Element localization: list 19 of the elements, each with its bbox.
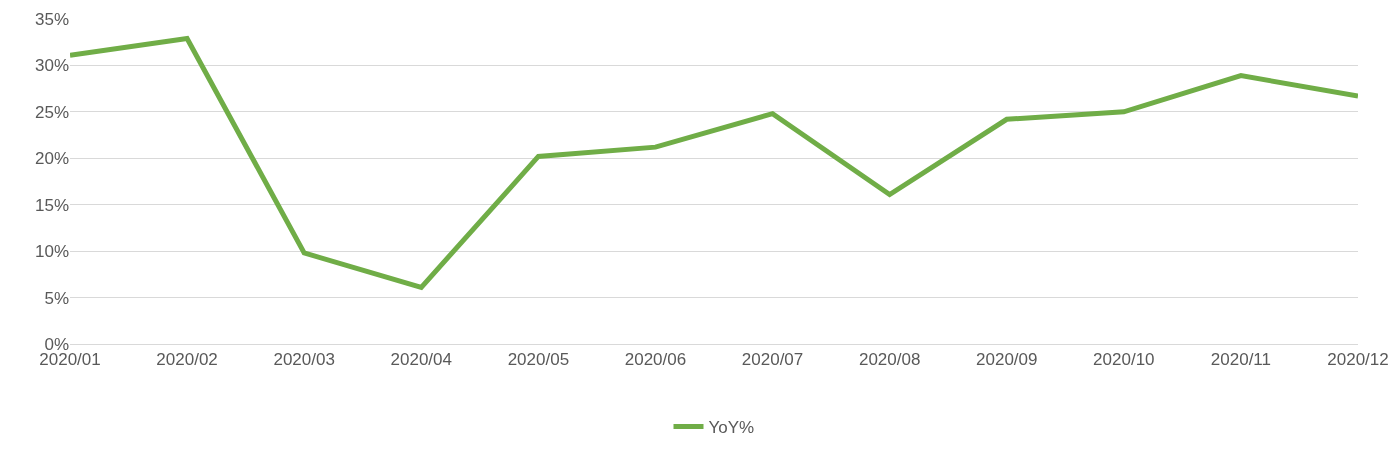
y-tick-label: 35% — [34, 9, 69, 29]
x-tick-label: 2020/08 — [858, 350, 921, 370]
y-tick-label: 5% — [44, 288, 69, 308]
x-tick-label: 2020/06 — [624, 350, 687, 370]
x-tick-label: 2020/07 — [741, 350, 804, 370]
x-tick-label: 2020/04 — [390, 350, 452, 370]
x-tick-label: 2020/10 — [1093, 350, 1155, 370]
x-tick-label: 2020/03 — [273, 350, 335, 370]
y-tick-label: 20% — [34, 149, 69, 169]
y-tick-label: 10% — [34, 242, 69, 262]
x-tick-label: 2020/11 — [1210, 350, 1272, 370]
x-tick-label: 2020/05 — [507, 350, 570, 370]
x-tick-label: 2020/02 — [156, 350, 218, 370]
y-tick-label: 15% — [34, 195, 69, 215]
y-tick-label: 30% — [34, 56, 69, 76]
x-tick-label: 2020/12 — [1327, 350, 1389, 370]
legend-label: YoY% — [708, 418, 755, 438]
y-tick-label: 25% — [34, 102, 69, 122]
x-tick-label: 2020/09 — [976, 350, 1038, 370]
